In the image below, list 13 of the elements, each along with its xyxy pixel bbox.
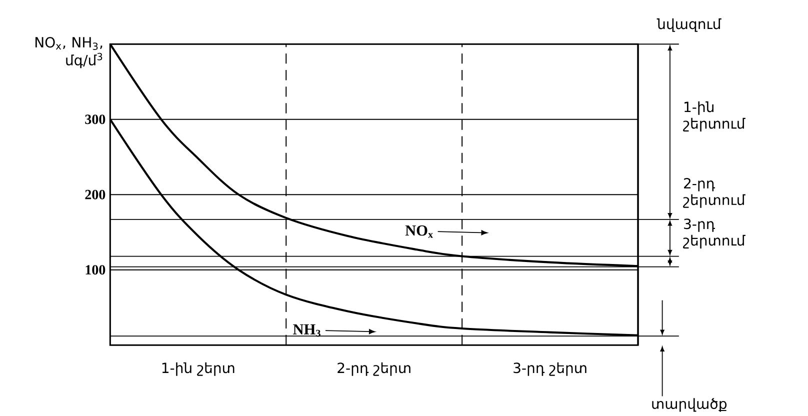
x-tick-label: 2-րդ շերտ xyxy=(338,362,410,376)
text: տարվածք xyxy=(652,398,727,412)
text: 2-րդ շերտում xyxy=(683,178,746,208)
y-tick-label: 200 xyxy=(85,190,106,200)
y-tick-label: 300 xyxy=(85,114,106,124)
text: նվազում xyxy=(656,18,722,32)
text: 3-րդ շերտում xyxy=(683,218,746,248)
text: 1-ին շերտում xyxy=(683,101,746,132)
y-axis-title: NO$_{x}$, NH$_{3}$, մգ/մ$^{3}$ xyxy=(36,37,102,68)
legend-label: NO$_{x}$ xyxy=(405,225,434,238)
y-tick-label: 100 xyxy=(86,265,106,275)
x-tick-label: 3-րդ շերտ xyxy=(514,362,586,376)
x-tick-label: 1-ին շերտ xyxy=(162,362,234,376)
